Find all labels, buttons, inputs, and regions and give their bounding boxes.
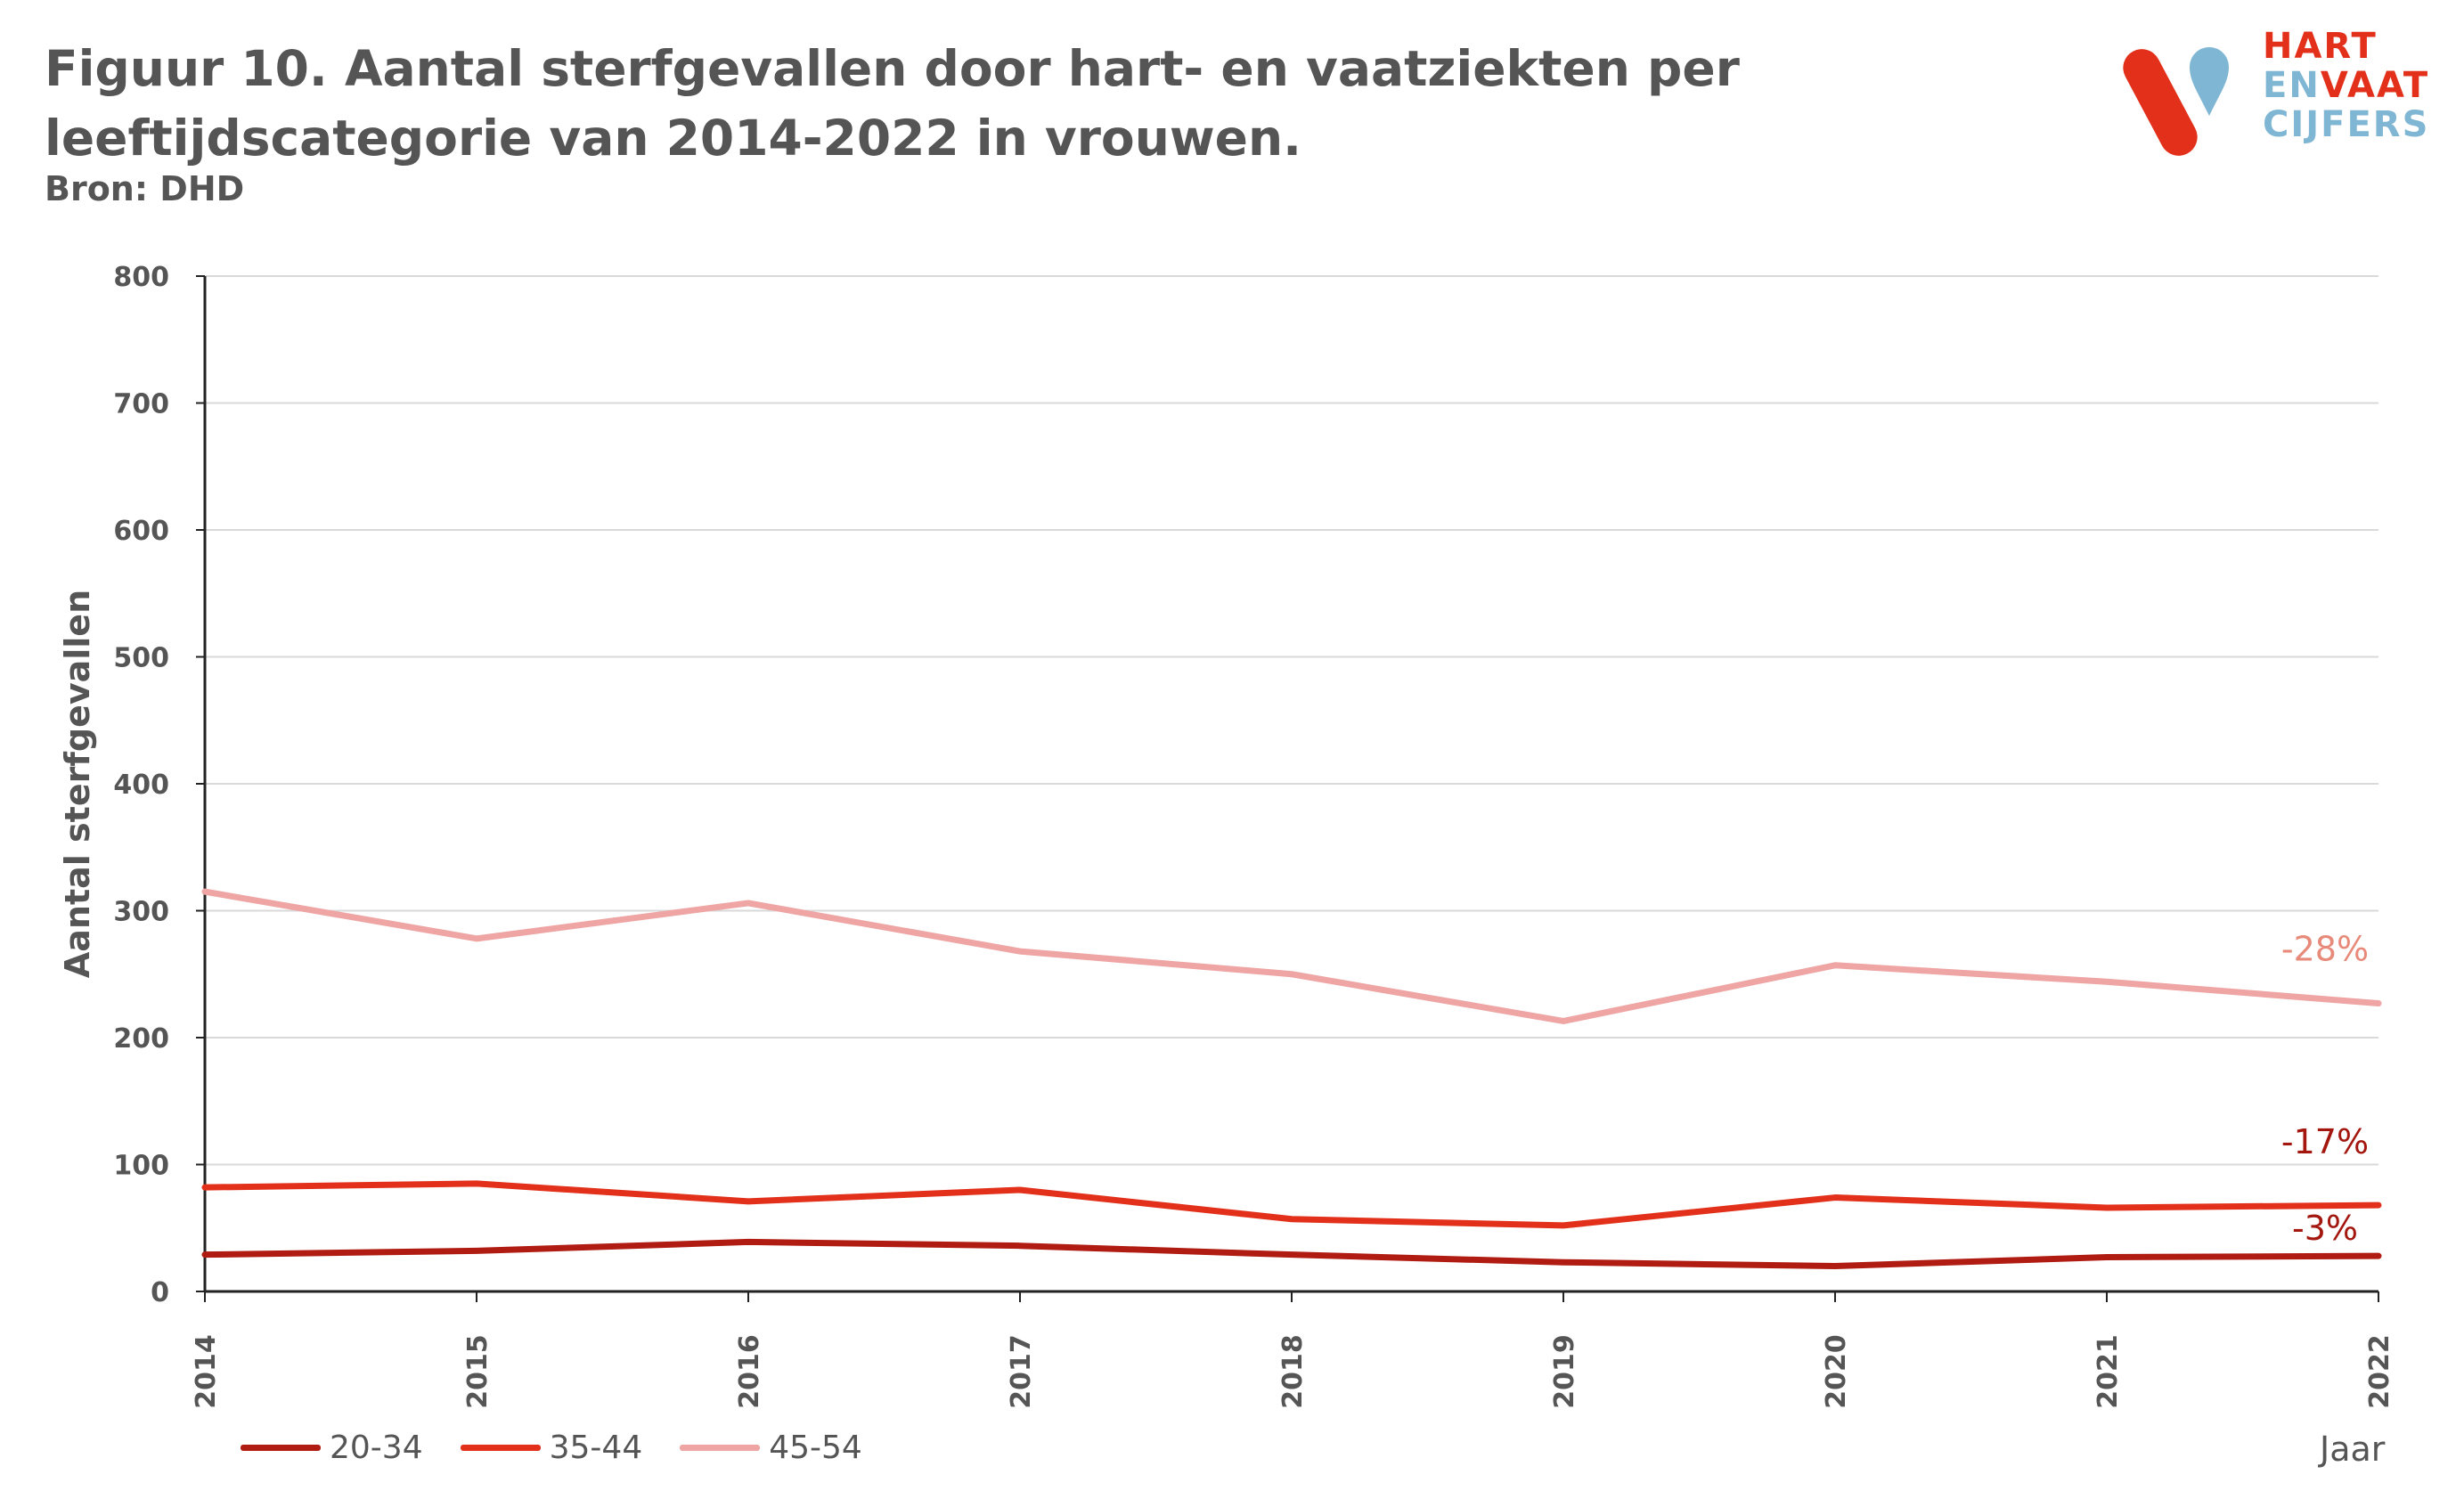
legend: 20-34 35-44 45-54 bbox=[241, 1430, 862, 1466]
legend-swatch bbox=[460, 1445, 541, 1451]
y-tick-label: 100 bbox=[113, 1151, 169, 1182]
series-line-20-34 bbox=[201, 1238, 2382, 1269]
axes bbox=[203, 276, 2378, 1293]
y-tick-label: 0 bbox=[151, 1277, 169, 1308]
legend-item-35-44: 35-44 bbox=[460, 1430, 643, 1466]
x-tick-label: 2021 bbox=[2093, 1334, 2124, 1409]
y-axis-title: Aantal sterfgevallen bbox=[58, 590, 97, 978]
x-tick-label: 2019 bbox=[1549, 1334, 1580, 1409]
x-tick-label: 2018 bbox=[1277, 1334, 1309, 1409]
legend-swatch bbox=[241, 1445, 321, 1451]
annotation-45-54: -28% bbox=[2281, 930, 2369, 969]
chart-title: Figuur 10. Aantal sterfgevallen door har… bbox=[45, 40, 1740, 167]
series-line-35-44 bbox=[201, 1180, 2382, 1229]
logo-word-cijfers: CIJFERS bbox=[2263, 104, 2430, 145]
logo-mark-icon bbox=[2123, 47, 2229, 156]
y-tick-label: 800 bbox=[113, 262, 169, 293]
x-tick-label: 2022 bbox=[2364, 1334, 2395, 1409]
x-axis-title: Jaar bbox=[2320, 1430, 2386, 1469]
x-tick-label: 2017 bbox=[1006, 1334, 1037, 1409]
y-tick-label: 500 bbox=[113, 643, 169, 674]
annotation-20-34: -3% bbox=[2292, 1209, 2358, 1248]
legend-label: 35-44 bbox=[549, 1430, 643, 1466]
logo-word-vaat: VAAT bbox=[2320, 65, 2430, 106]
y-tick-label: 300 bbox=[113, 897, 169, 928]
series-annotations: -3% -17% -28% bbox=[2281, 930, 2369, 1249]
x-tick-label: 2016 bbox=[734, 1334, 765, 1409]
series-line-45-54 bbox=[201, 888, 2382, 1024]
gridlines bbox=[205, 275, 2378, 1166]
legend-swatch bbox=[680, 1445, 761, 1451]
logo-word-hart: HART bbox=[2263, 26, 2378, 67]
y-tick-label: 200 bbox=[113, 1023, 169, 1055]
x-tick-label: 2015 bbox=[462, 1334, 494, 1409]
y-axis-ticks: 0 100 200 300 400 500 600 700 800 bbox=[113, 262, 205, 1308]
logo-word-en: EN bbox=[2263, 65, 2321, 106]
y-tick-label: 600 bbox=[113, 516, 169, 547]
y-tick-label: 400 bbox=[113, 770, 169, 801]
logo-text: HART ENVAAT CIJFERS bbox=[2263, 27, 2429, 144]
legend-item-45-54: 45-54 bbox=[680, 1430, 862, 1466]
x-tick-label: 2014 bbox=[191, 1334, 222, 1409]
hart-en-vaat-cijfers-logo: HART ENVAAT CIJFERS bbox=[2120, 27, 2459, 160]
legend-label: 20-34 bbox=[330, 1430, 423, 1466]
legend-item-20-34: 20-34 bbox=[241, 1430, 423, 1466]
series-lines bbox=[201, 888, 2382, 1269]
x-axis-ticks: 2014 2015 2016 2017 2018 2019 2020 2021 2022 bbox=[191, 1291, 2395, 1409]
legend-label: 45-54 bbox=[769, 1430, 862, 1466]
annotation-35-44: -17% bbox=[2281, 1122, 2369, 1161]
x-tick-label: 2020 bbox=[1821, 1334, 1852, 1409]
chart-source: Bron: DHD bbox=[45, 169, 245, 208]
y-tick-label: 700 bbox=[113, 389, 169, 420]
